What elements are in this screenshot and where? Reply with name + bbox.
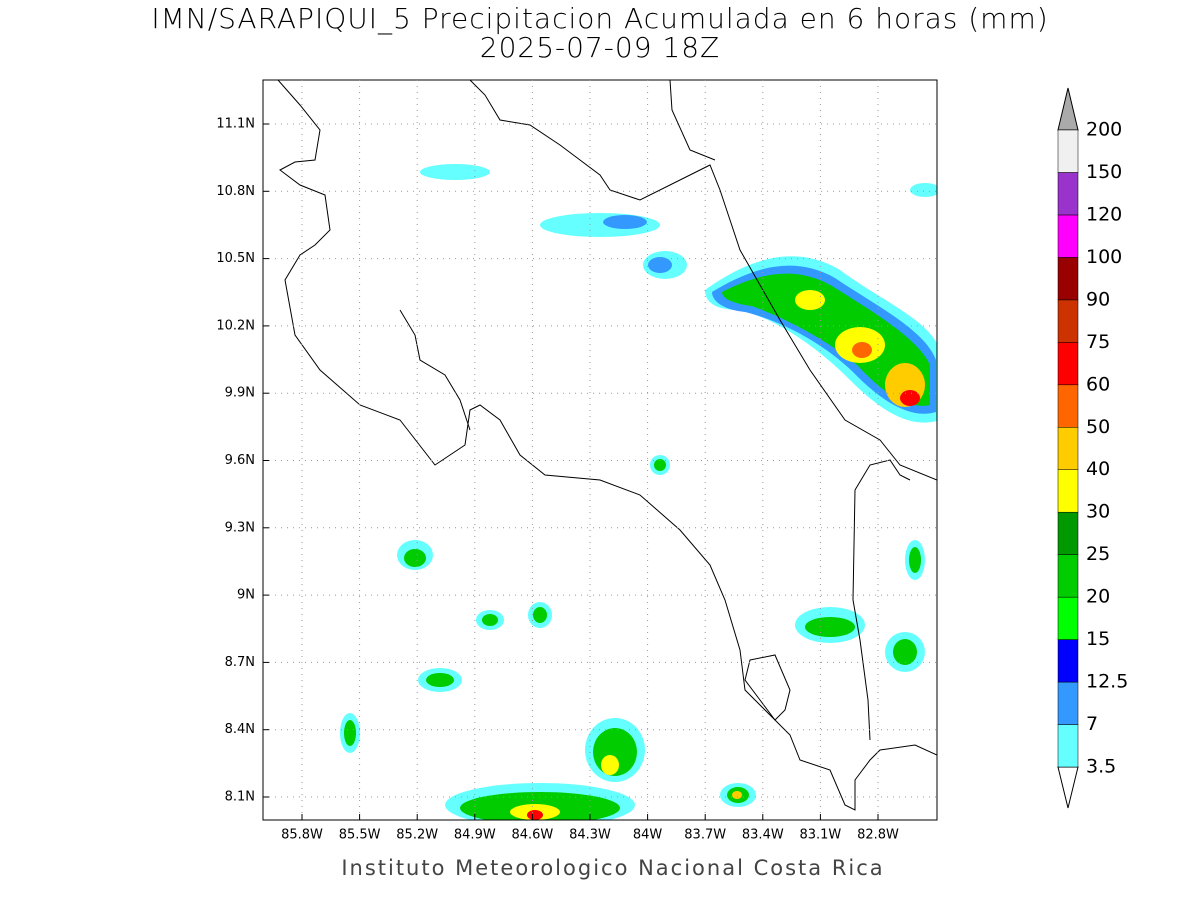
colorbar-box bbox=[1057, 511, 1079, 555]
lat-label: 9.6N bbox=[225, 453, 255, 468]
map-area bbox=[262, 79, 938, 821]
lat-label: 11.1N bbox=[216, 117, 255, 132]
colorbar-box bbox=[1057, 342, 1079, 386]
colorbar-label: 50 bbox=[1086, 416, 1110, 438]
colorbar-label: 150 bbox=[1086, 161, 1122, 183]
lat-label: 9.9N bbox=[225, 386, 255, 401]
colorbar-box bbox=[1057, 554, 1079, 598]
lon-label: 85.8W bbox=[281, 828, 323, 843]
colorbar-label: 20 bbox=[1086, 586, 1110, 608]
lat-label: 8.7N bbox=[225, 655, 255, 670]
lon-label: 84.6W bbox=[511, 828, 553, 843]
subtitle: 2025-07-09 18Z bbox=[480, 31, 720, 64]
lon-label: 83.1W bbox=[799, 828, 841, 843]
colorbar-label: 40 bbox=[1086, 458, 1110, 480]
precip-cell bbox=[705, 256, 937, 423]
colorbar-box bbox=[1057, 257, 1079, 301]
lon-label: 84W bbox=[633, 828, 663, 843]
lon-label: 84.9W bbox=[454, 828, 496, 843]
colorbar-label: 3.5 bbox=[1086, 756, 1116, 778]
colorbar-under bbox=[1057, 766, 1079, 809]
colorbar-box bbox=[1057, 214, 1079, 258]
lon-label: 85.5W bbox=[339, 828, 381, 843]
colorbar-box bbox=[1057, 469, 1079, 513]
colorbar-box bbox=[1057, 299, 1079, 343]
colorbar-label: 200 bbox=[1086, 119, 1122, 141]
colorbar-over bbox=[1057, 87, 1079, 131]
title: IMN/SARAPIQUI_5 Precipitacion Acumulada … bbox=[151, 2, 1048, 36]
colorbar-box bbox=[1057, 681, 1079, 725]
lon-label: 82.8W bbox=[857, 828, 899, 843]
lat-label: 9N bbox=[237, 588, 255, 603]
colorbar-label: 120 bbox=[1086, 203, 1122, 225]
colorbar-box bbox=[1057, 129, 1079, 173]
colorbar-box bbox=[1057, 384, 1079, 428]
colorbar-label: 60 bbox=[1086, 373, 1110, 395]
lat-label: 8.4N bbox=[225, 722, 255, 737]
lat-label: 10.8N bbox=[216, 184, 255, 199]
colorbar-label: 15 bbox=[1086, 628, 1110, 650]
lon-label: 84.3W bbox=[569, 828, 611, 843]
colorbar-box bbox=[1057, 172, 1079, 216]
coastline bbox=[277, 80, 937, 811]
colorbar-label: 7 bbox=[1086, 713, 1098, 735]
colorbar-label: 25 bbox=[1086, 543, 1110, 565]
colorbar-label: 75 bbox=[1086, 331, 1110, 353]
precip-field bbox=[340, 164, 937, 820]
lat-label: 8.1N bbox=[225, 790, 255, 805]
map-frame bbox=[262, 79, 938, 821]
footer: Instituto Meteorologico Nacional Costa R… bbox=[341, 856, 884, 880]
colorbar-box bbox=[1057, 596, 1079, 640]
lon-label: 83.4W bbox=[742, 828, 784, 843]
colorbar-box bbox=[1057, 427, 1079, 470]
lat-label: 9.3N bbox=[225, 520, 255, 535]
lon-label: 83.7W bbox=[684, 828, 726, 843]
lat-label: 10.2N bbox=[216, 318, 255, 333]
colorbar-box bbox=[1057, 639, 1079, 683]
lat-label: 10.5N bbox=[216, 251, 255, 266]
colorbar-label: 90 bbox=[1086, 288, 1110, 310]
colorbar-box bbox=[1057, 724, 1079, 768]
colorbar-label: 30 bbox=[1086, 501, 1110, 523]
lon-label: 85.2W bbox=[396, 828, 438, 843]
colorbar-label: 12.5 bbox=[1086, 671, 1128, 693]
colorbar-label: 100 bbox=[1086, 246, 1122, 268]
